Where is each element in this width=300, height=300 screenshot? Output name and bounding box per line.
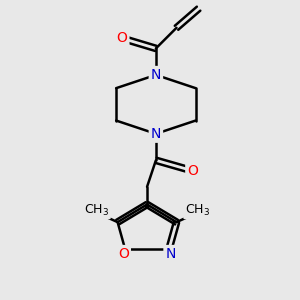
Text: CH$_3$: CH$_3$ (84, 203, 110, 218)
Text: O: O (118, 247, 129, 261)
Text: N: N (151, 127, 161, 141)
Text: O: O (117, 31, 128, 45)
Text: O: O (187, 164, 198, 178)
Text: CH$_3$: CH$_3$ (184, 203, 210, 218)
Text: N: N (165, 247, 176, 261)
Text: N: N (151, 68, 161, 82)
